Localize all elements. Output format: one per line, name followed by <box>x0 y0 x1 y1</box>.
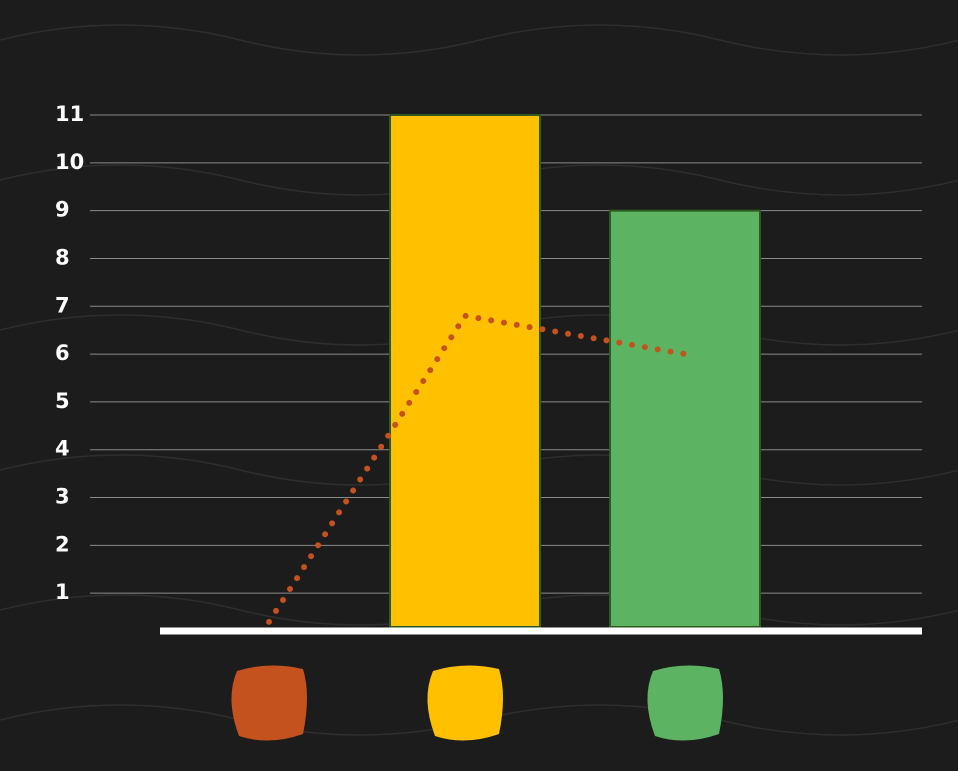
legend-swatch <box>427 665 503 741</box>
line-series <box>266 312 688 625</box>
y-tick-label: 4 <box>55 437 70 461</box>
y-tick-label: 9 <box>55 198 70 222</box>
y-tick-label: 6 <box>55 341 70 365</box>
legend-swatch <box>231 665 307 741</box>
y-tick-label: 5 <box>55 389 70 413</box>
y-tick-label: 1 <box>55 580 70 604</box>
y-tick-label: 11 <box>55 102 84 126</box>
y-tick-label: 10 <box>55 150 84 174</box>
bar <box>389 114 541 628</box>
y-tick-label: 7 <box>55 293 70 317</box>
bar <box>609 209 761 629</box>
legend-swatch <box>647 665 723 741</box>
y-tick-label: 8 <box>55 245 70 269</box>
y-tick-label: 2 <box>55 532 70 556</box>
y-tick-label: 3 <box>55 485 70 509</box>
